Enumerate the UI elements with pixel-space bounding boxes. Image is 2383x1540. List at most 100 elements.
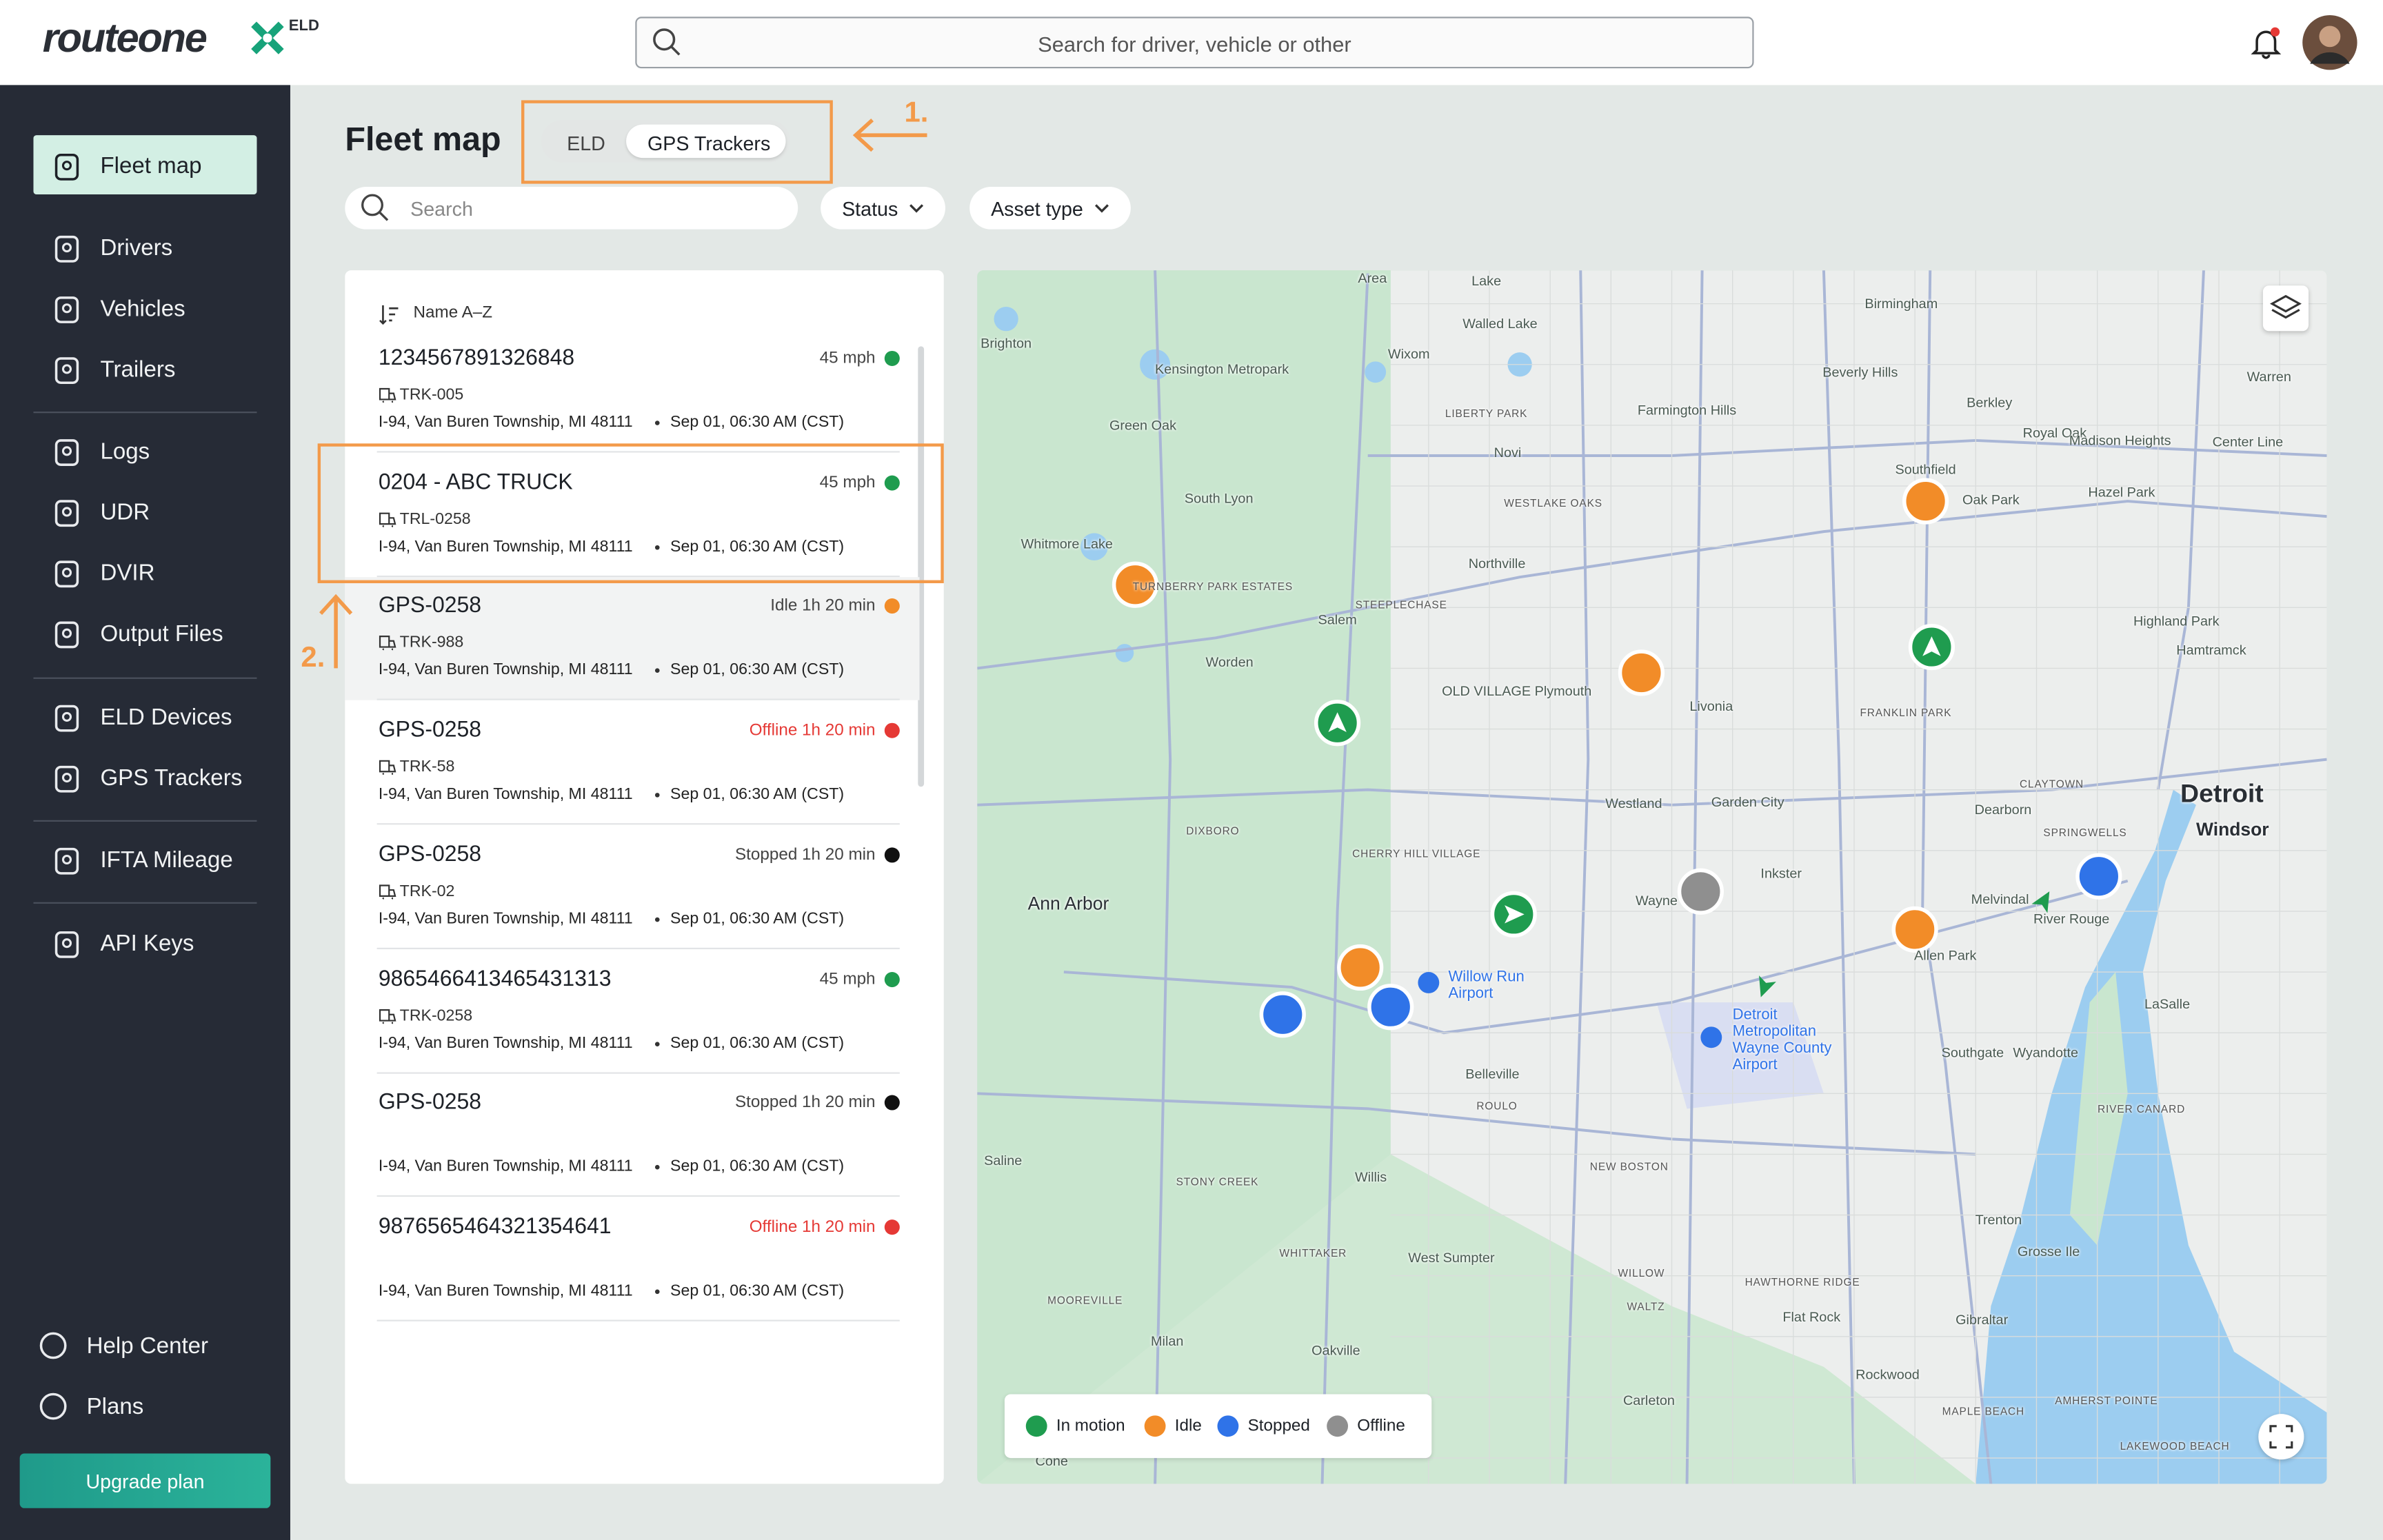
asset-icon bbox=[379, 1008, 396, 1024]
nav-icon bbox=[54, 357, 79, 384]
map-label: Royal Oak bbox=[2022, 425, 2087, 440]
avatar[interactable] bbox=[2302, 15, 2357, 70]
nav-icon-shape bbox=[54, 765, 79, 793]
lake bbox=[1115, 644, 1134, 662]
map-label: Highland Park bbox=[2133, 614, 2220, 629]
map-label: Carleton bbox=[1622, 1392, 1675, 1408]
legend-label: Stopped bbox=[1247, 1417, 1310, 1436]
upgrade-button[interactable]: Upgrade plan bbox=[19, 1453, 271, 1508]
nav-icon-dot bbox=[61, 628, 72, 638]
logo[interactable]: routeone bbox=[42, 15, 208, 61]
separator-dot bbox=[654, 421, 660, 425]
vehicle-name[interactable]: GPS-0258 bbox=[378, 842, 482, 867]
vehicle-name[interactable]: GPS-0258 bbox=[378, 594, 482, 619]
status-text: Idle 1h 20 min bbox=[770, 597, 876, 616]
map-label: STONY CREEK bbox=[1176, 1177, 1259, 1189]
vehicle-name[interactable]: 9876565464321354641 bbox=[378, 1215, 612, 1239]
map-label: Belleville bbox=[1465, 1066, 1520, 1082]
nav-item[interactable]: GPS Trackers bbox=[100, 765, 243, 791]
notifications[interactable] bbox=[2249, 26, 2282, 59]
row-separator bbox=[376, 823, 900, 825]
map-label: Madison Heights bbox=[2069, 432, 2171, 448]
map-label: Brighton bbox=[981, 335, 1032, 351]
nav-icon-shape bbox=[39, 1332, 67, 1359]
road bbox=[1320, 273, 1369, 1484]
map-label: Farmington Hills bbox=[1637, 402, 1737, 418]
map-label: Willis bbox=[1354, 1169, 1387, 1185]
recenter-button[interactable] bbox=[2258, 1414, 2304, 1460]
nav-icon-shape bbox=[54, 235, 79, 263]
annotation-box bbox=[521, 100, 833, 184]
vehicle-name[interactable]: GPS-0258 bbox=[378, 1091, 482, 1115]
nav-icon-shape bbox=[54, 931, 79, 958]
asset-id: TRK-005 bbox=[399, 385, 464, 405]
timestamp: Sep 01, 06:30 AM (CST) bbox=[670, 1157, 845, 1176]
layers-button[interactable] bbox=[2262, 285, 2309, 332]
list-panel bbox=[345, 270, 944, 1484]
airport-icon bbox=[1418, 972, 1440, 993]
map-label: MOOREVILLE bbox=[1047, 1296, 1123, 1307]
separator-dot bbox=[654, 1289, 660, 1294]
nav-item[interactable]: Help Center bbox=[86, 1333, 209, 1359]
timestamp: Sep 01, 06:30 AM (CST) bbox=[670, 537, 845, 556]
vehicle-marker bbox=[1259, 991, 1306, 1038]
map-label: FRANKLIN PARK bbox=[1860, 708, 1952, 720]
nav-item[interactable]: Plans bbox=[86, 1394, 144, 1420]
nav-item[interactable]: DVIR bbox=[100, 560, 155, 587]
nav-item[interactable]: Output Files bbox=[100, 621, 223, 647]
nav-item[interactable]: UDR bbox=[100, 499, 150, 526]
nav-item[interactable]: ELD Devices bbox=[100, 705, 232, 731]
nav-item[interactable]: Logs bbox=[100, 438, 150, 465]
timestamp: Sep 01, 06:30 AM (CST) bbox=[670, 909, 845, 928]
chevron bbox=[1094, 204, 1109, 213]
nav-icon bbox=[54, 847, 79, 875]
row-separator bbox=[376, 575, 900, 577]
map-label: DIXBORO bbox=[1186, 827, 1240, 838]
nav-item[interactable]: Trailers bbox=[100, 356, 176, 383]
address: I-94, Van Buren Township, MI 48111 bbox=[378, 785, 633, 804]
nav-separator bbox=[33, 677, 257, 679]
vehicle-marker bbox=[1112, 561, 1159, 608]
vehicle-name[interactable]: 9865466413465431313 bbox=[378, 966, 612, 991]
lake bbox=[1080, 533, 1108, 560]
legend-label: Idle bbox=[1174, 1417, 1202, 1436]
timestamp: Sep 01, 06:30 AM (CST) bbox=[670, 785, 845, 804]
icon bbox=[2269, 1425, 2293, 1449]
nav-item[interactable]: Vehicles bbox=[100, 296, 185, 323]
nav-item[interactable]: Fleet map bbox=[100, 153, 202, 179]
nav-item[interactable]: API Keys bbox=[100, 931, 194, 958]
icon bbox=[379, 212, 389, 221]
icon bbox=[379, 1008, 396, 1024]
status-dot bbox=[884, 847, 900, 862]
map-label: Rockwood bbox=[1856, 1366, 1920, 1382]
list-search[interactable] bbox=[345, 186, 798, 230]
nav-item[interactable]: Drivers bbox=[100, 235, 173, 261]
sort-label[interactable]: Name A–Z bbox=[413, 303, 493, 323]
nav-icon bbox=[54, 560, 79, 588]
map-label: WILLOW bbox=[1618, 1268, 1665, 1280]
filter-dropdown[interactable]: Asset type bbox=[969, 186, 1131, 230]
tab[interactable]: ELD bbox=[567, 132, 605, 155]
global-search[interactable]: Search for driver, vehicle or other bbox=[635, 17, 1754, 69]
nav-icon-shape bbox=[54, 560, 79, 588]
logo-mark bbox=[251, 21, 284, 54]
search-icon bbox=[361, 194, 389, 221]
road bbox=[1367, 438, 2327, 457]
vehicle-name[interactable]: 1234567891326848 bbox=[378, 346, 575, 371]
icon bbox=[379, 511, 396, 527]
status-text: Stopped 1h 20 min bbox=[734, 1093, 876, 1113]
separator-dot bbox=[654, 1165, 660, 1170]
map-label: Berkley bbox=[1967, 394, 2013, 410]
vehicle-name[interactable]: 0204 - ABC TRUCK bbox=[378, 470, 573, 495]
vehicle-marker bbox=[1618, 649, 1665, 696]
vehicle-name[interactable]: GPS-0258 bbox=[378, 718, 482, 743]
tab[interactable]: GPS Trackers bbox=[647, 132, 771, 155]
vehicle-marker bbox=[1677, 868, 1725, 915]
icon bbox=[361, 194, 383, 216]
nav-item[interactable]: IFTA Mileage bbox=[100, 847, 233, 873]
map-label: STEEPLECHASE bbox=[1355, 600, 1447, 611]
filter-dropdown[interactable]: Status bbox=[821, 186, 945, 230]
marker-arrow bbox=[1505, 905, 1525, 924]
map-label: Oak Park bbox=[1962, 492, 2020, 507]
nav-icon bbox=[54, 621, 79, 649]
